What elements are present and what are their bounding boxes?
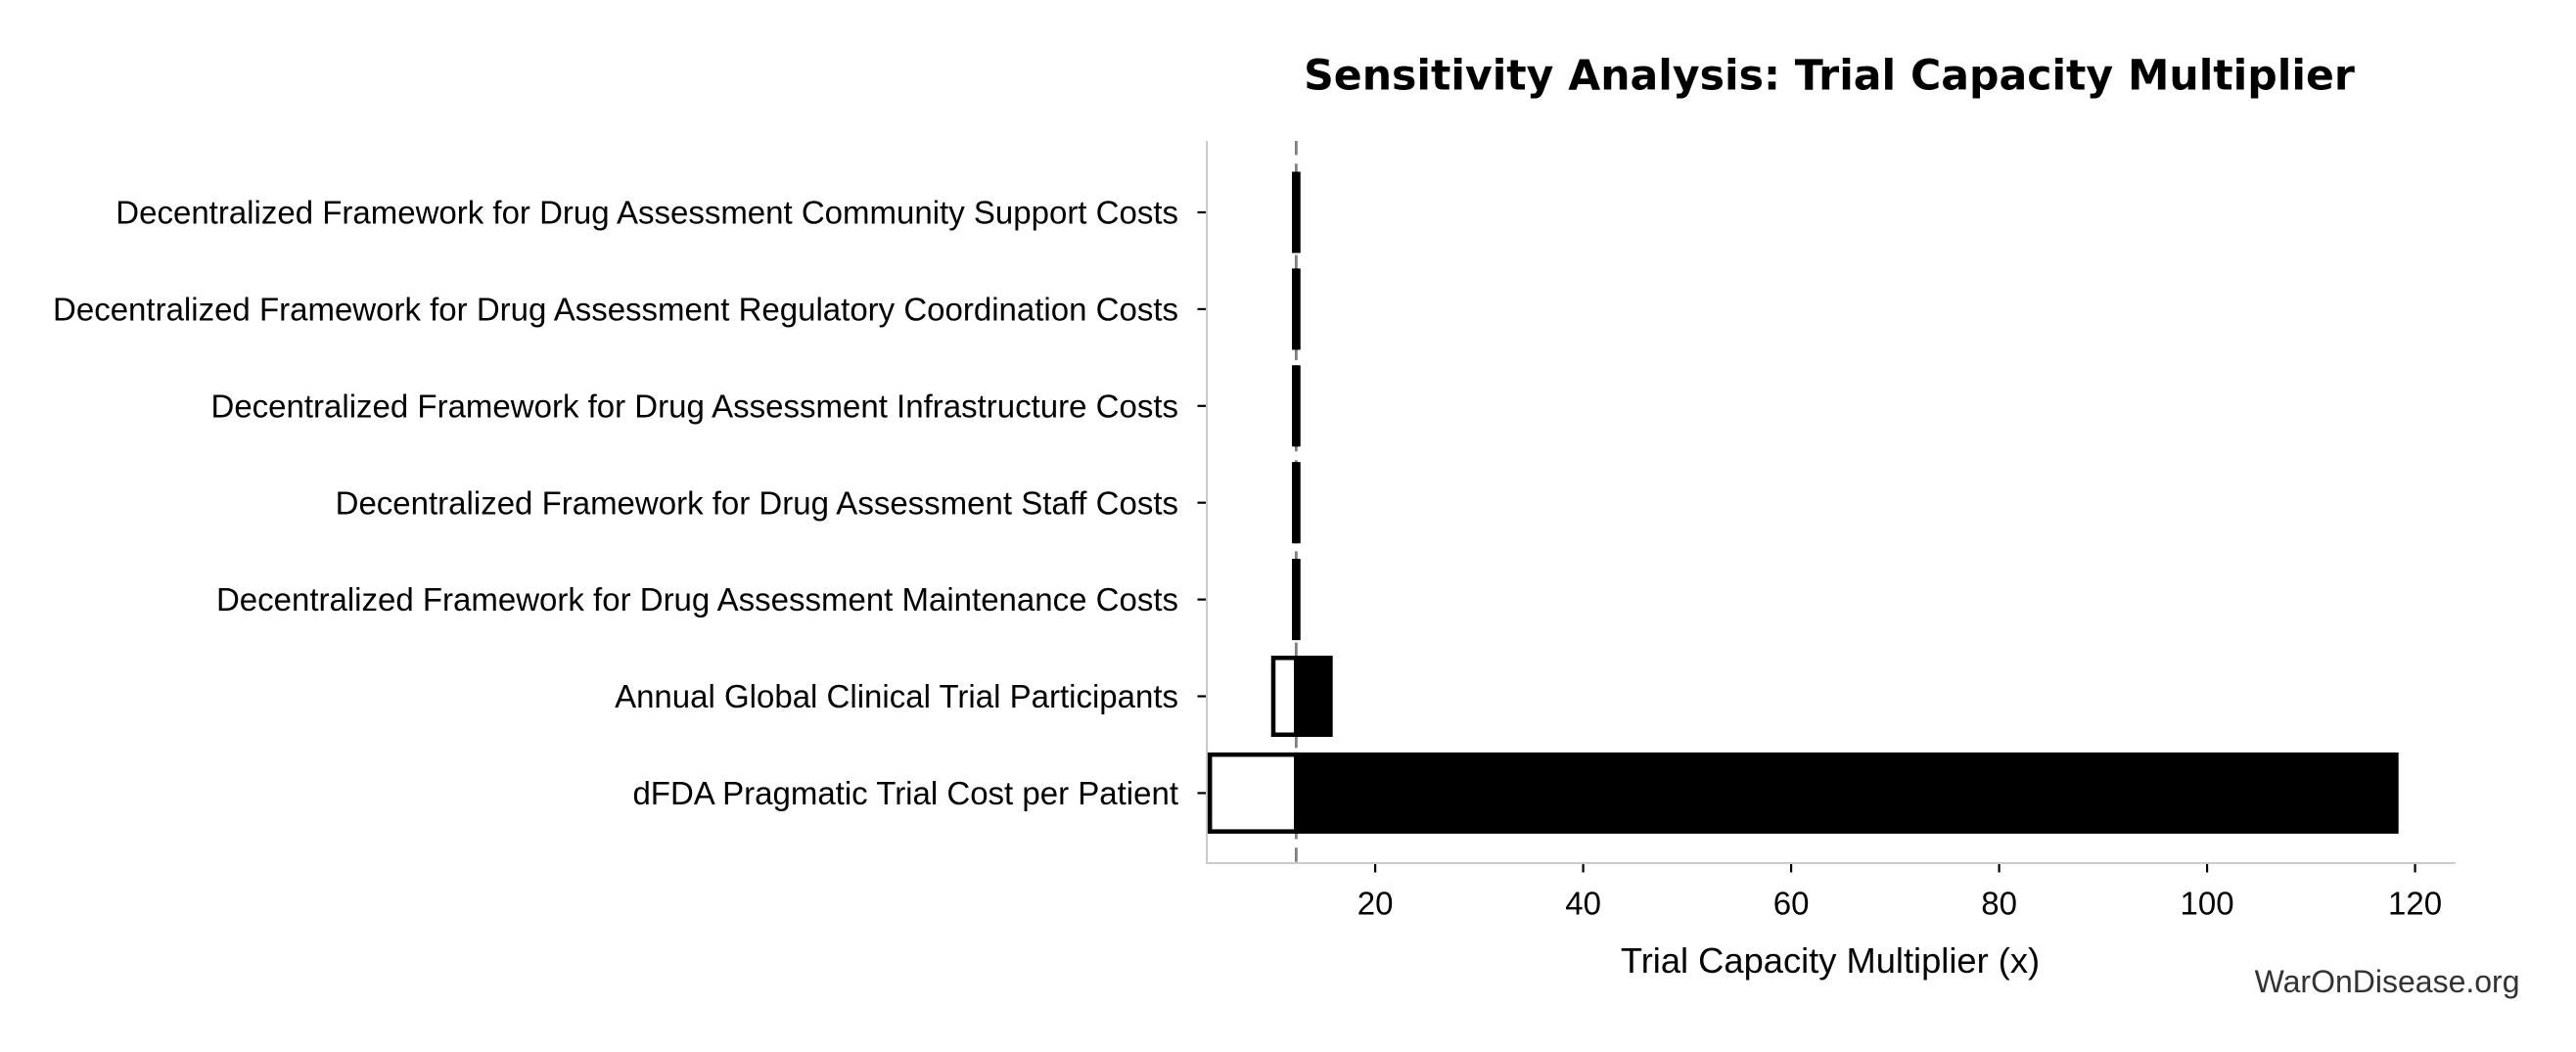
high-bar [1294,462,1301,544]
high-bar [1294,752,2399,834]
x-tick-label: 80 [1981,886,2017,922]
high-bar [1294,171,1301,253]
high-bar [1294,268,1301,350]
category-label: Decentralized Framework for Drug Assessm… [53,292,1178,328]
axes-spines [1206,141,2456,864]
category-label: dFDA Pragmatic Trial Cost per Patient [632,775,1178,811]
low-bar [1207,752,1299,834]
category-label: Decentralized Framework for Drug Assessm… [210,388,1178,424]
category-label: Decentralized Framework for Drug Assessm… [115,195,1178,231]
category-label: Decentralized Framework for Drug Assessm… [336,484,1178,521]
bars-layer [1207,171,2399,834]
ticks-layer [1197,210,2416,873]
x-tick-label: 20 [1357,886,1394,922]
bar-row [1291,559,1301,641]
low-bar [1270,656,1299,737]
watermark-text: WarOnDisease.org [2255,964,2520,999]
bar-row [1270,656,1333,737]
x-tick-label: 120 [2388,886,2442,922]
chart-title: Sensitivity Analysis: Trial Capacity Mul… [1304,52,2355,101]
x-axis-label: Trial Capacity Multiplier (x) [1621,940,2040,981]
x-tick-label: 60 [1773,886,1810,922]
high-bar [1294,559,1301,641]
bar-row [1291,268,1301,350]
category-label: Decentralized Framework for Drug Assessm… [216,581,1178,617]
category-label: Annual Global Clinical Trial Participant… [615,678,1178,714]
bar-row [1291,365,1301,447]
labels-layer: 20 40 60 80 100 120 Decentralized Framework fo… [53,195,2442,922]
high-bar [1294,656,1333,737]
bar-row [1291,462,1301,544]
bar-row [1207,752,2399,834]
x-tick-label: 100 [2181,886,2234,922]
x-tick-label: 40 [1565,886,1601,922]
bar-row [1291,171,1301,253]
high-bar [1294,365,1301,447]
